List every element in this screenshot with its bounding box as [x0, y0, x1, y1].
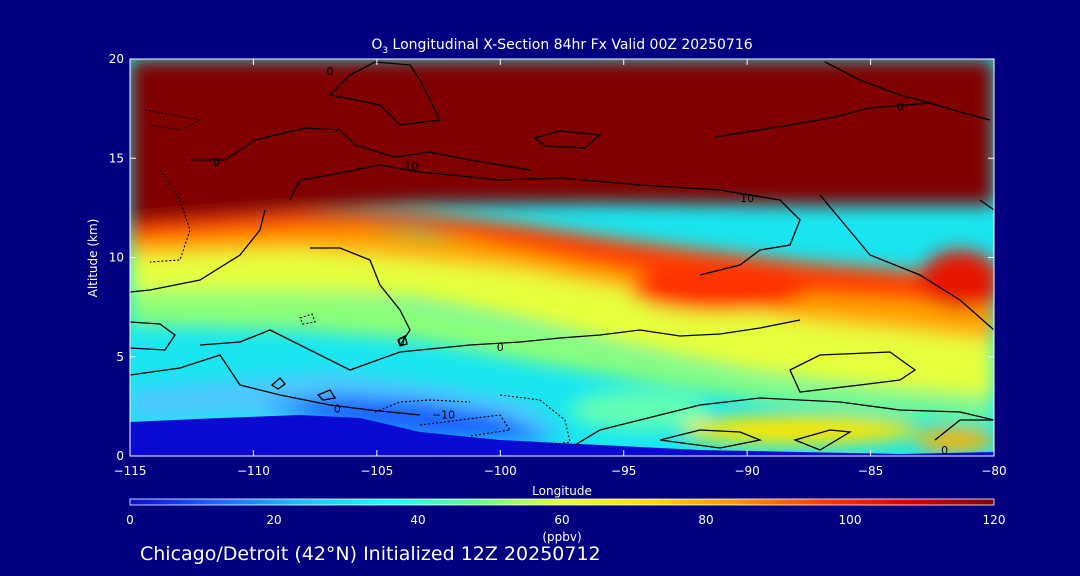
- colorbar-label: (ppbv): [542, 530, 581, 544]
- colorbar-tick-label: 80: [698, 513, 713, 527]
- x-tick-label: −95: [611, 464, 636, 478]
- x-tick-label: −115: [114, 464, 147, 478]
- colorbar-tick-label: 120: [983, 513, 1006, 527]
- contour-label: 0: [213, 156, 220, 169]
- contour-lines-negative: [144, 109, 571, 446]
- colorbar-ticks: 0 20 40 60 80 100 120: [126, 513, 1005, 527]
- contour-label: −10: [432, 408, 455, 421]
- contour-label: 0: [334, 402, 341, 415]
- x-axis: −115 −110 −105 −100 −95 −90 −85 −80: [114, 59, 1007, 478]
- y-tick-label: 0: [116, 449, 124, 463]
- colorbar-tick-label: 20: [266, 513, 281, 527]
- contour-label: 0: [941, 444, 948, 457]
- y-axis: 0 5 10 15 20: [109, 52, 994, 463]
- y-tick-label: 20: [109, 52, 124, 66]
- contour-label: 0: [497, 341, 504, 354]
- colorbar-tick-label: 0: [126, 513, 134, 527]
- chart-title: O3 Longitudinal X-Section 84hr Fx Valid …: [371, 37, 752, 56]
- x-axis-label: Longitude: [532, 484, 592, 498]
- y-tick-label: 5: [116, 350, 124, 364]
- x-tick-label: −100: [484, 464, 517, 478]
- y-tick-label: 10: [109, 251, 124, 265]
- plot-area: 0 0 0 10 10 0 0 0 −10 0: [130, 59, 994, 457]
- x-tick-label: −85: [858, 464, 883, 478]
- colorbar-tick-label: 40: [410, 513, 425, 527]
- contour-label: 0: [326, 65, 333, 78]
- contour-label: 0: [897, 101, 904, 114]
- colorbar-tick-label: 100: [839, 513, 862, 527]
- contour-label: 0: [398, 335, 405, 348]
- y-tick-label: 15: [109, 151, 124, 165]
- contour-labels: 0 0 0 10 10 0 0 0 −10 0: [213, 65, 948, 457]
- footer-caption: Chicago/Detroit (42°N) Initialized 12Z 2…: [140, 543, 601, 565]
- colorbar: [129, 498, 995, 506]
- x-tick-label: −80: [981, 464, 1006, 478]
- colorbar-tick-label: 60: [554, 513, 569, 527]
- x-tick-label: −105: [360, 464, 393, 478]
- x-tick-label: −110: [237, 464, 270, 478]
- y-axis-label: Altitude (km): [86, 219, 100, 298]
- contour-label: 10: [740, 192, 754, 205]
- x-tick-label: −90: [734, 464, 759, 478]
- contour-lines: [130, 61, 994, 451]
- terrain-fill: [130, 415, 994, 456]
- contour-label: 10: [404, 160, 418, 173]
